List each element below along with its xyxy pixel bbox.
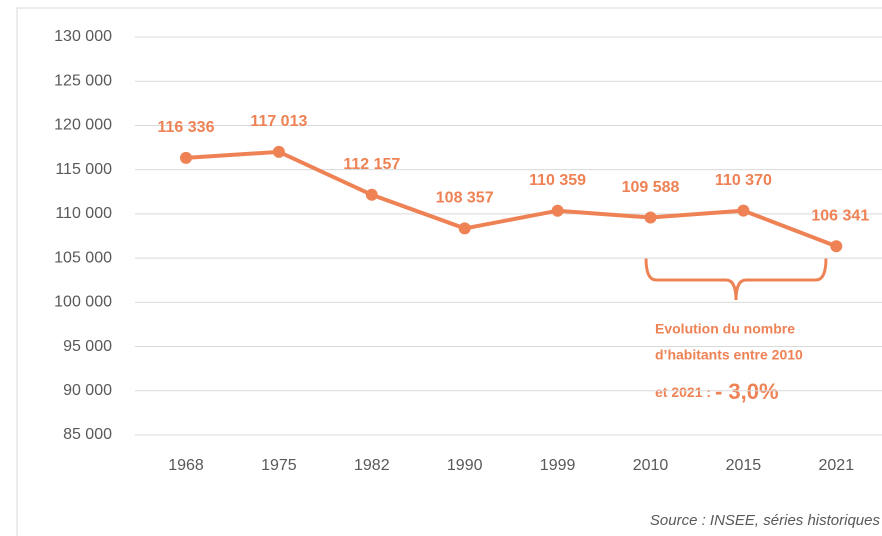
- value-label: 109 588: [622, 179, 680, 196]
- annotation-line: d’habitants entre 2010: [655, 347, 803, 363]
- y-tick-label: 110 000: [55, 205, 112, 222]
- value-label: 116 336: [158, 119, 215, 136]
- value-label: 108 357: [436, 190, 494, 207]
- point: [737, 204, 750, 217]
- value-label: 117 013: [250, 113, 307, 130]
- x-tick-label: 1968: [168, 457, 204, 474]
- chart-frame: [16, 7, 882, 536]
- x-tick-label: 1990: [447, 457, 483, 474]
- value-label: 106 341: [811, 207, 869, 224]
- annotation-line: Evolution du nombre: [655, 321, 795, 337]
- x-tick-label: 2021: [819, 457, 855, 474]
- y-tick-label: 125 000: [54, 72, 112, 89]
- y-tick-label: 95 000: [63, 338, 112, 355]
- annotation-text: et 2021 :: [655, 384, 715, 400]
- annotation-highlight: - 3,0%: [715, 379, 779, 404]
- y-tick-label: 105 000: [54, 249, 112, 266]
- y-tick-label: 100 000: [54, 294, 112, 311]
- point: [644, 211, 657, 224]
- source: Source : INSEE, séries historiques: [650, 512, 881, 529]
- point: [458, 222, 471, 235]
- x-tick-label: 1982: [354, 457, 390, 474]
- y-tick-label: 130 000: [54, 28, 112, 45]
- point: [180, 151, 192, 164]
- x-tick-label: 1975: [261, 457, 297, 474]
- x-tick-label: 2015: [726, 457, 762, 474]
- point: [551, 204, 564, 217]
- point: [272, 145, 285, 158]
- line: [185, 149, 838, 249]
- y-tick-label: 120 000: [54, 117, 112, 134]
- x-tick-label: 1999: [540, 457, 576, 474]
- bracket: [644, 257, 828, 301]
- point: [830, 240, 843, 253]
- value-label: 112 157: [343, 156, 400, 173]
- y-tick-label: 115 000: [55, 161, 112, 178]
- value-label: 110 359: [529, 172, 586, 189]
- point: [365, 188, 378, 201]
- x-tick-label: 2010: [633, 457, 669, 474]
- value-label: 110 370: [715, 172, 772, 189]
- y-tick-label: 90 000: [63, 382, 112, 399]
- y-tick-label: 85 000: [63, 426, 112, 443]
- annotation-line: et 2021 : - 3,0%: [655, 379, 779, 404]
